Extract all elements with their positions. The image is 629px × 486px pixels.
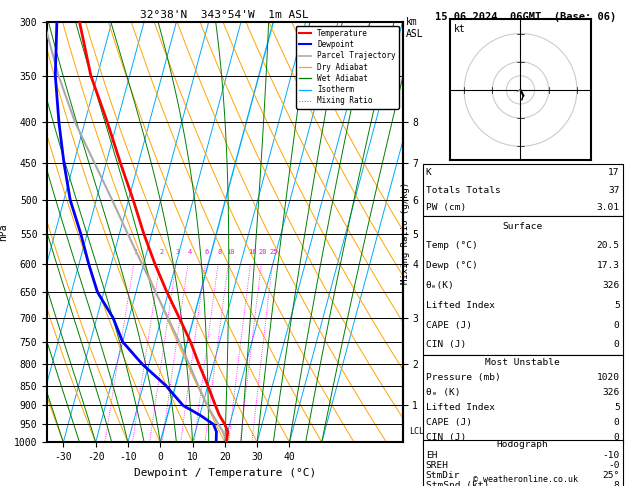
Text: 5: 5	[614, 301, 620, 310]
Text: 1: 1	[133, 249, 138, 255]
Text: 25°: 25°	[603, 471, 620, 480]
Text: EH: EH	[426, 451, 437, 460]
Text: StmSpd (kt): StmSpd (kt)	[426, 481, 489, 486]
Text: 3.01: 3.01	[596, 203, 620, 212]
Text: 4: 4	[187, 249, 192, 255]
Text: 16: 16	[248, 249, 256, 255]
Text: 6: 6	[205, 249, 209, 255]
Text: CAPE (J): CAPE (J)	[426, 417, 472, 427]
Text: StmDir: StmDir	[426, 471, 460, 480]
Text: 326: 326	[603, 281, 620, 290]
Text: 17.3: 17.3	[596, 261, 620, 270]
Text: 0: 0	[614, 340, 620, 349]
Text: 0: 0	[614, 417, 620, 427]
Text: 20.5: 20.5	[596, 242, 620, 250]
Text: Totals Totals: Totals Totals	[426, 186, 501, 194]
Text: 0: 0	[614, 433, 620, 442]
Text: 8: 8	[218, 249, 222, 255]
Text: 326: 326	[603, 388, 620, 397]
Text: 15.06.2024  06GMT  (Base: 06): 15.06.2024 06GMT (Base: 06)	[435, 12, 616, 22]
Text: 8: 8	[614, 481, 620, 486]
Text: -0: -0	[608, 461, 620, 470]
Text: θₑ(K): θₑ(K)	[426, 281, 455, 290]
Text: Lifted Index: Lifted Index	[426, 403, 495, 412]
Text: Mixing Ratio (g/kg): Mixing Ratio (g/kg)	[401, 182, 410, 284]
Text: 5: 5	[614, 403, 620, 412]
Text: © weatheronline.co.uk: © weatheronline.co.uk	[473, 474, 577, 484]
Text: SREH: SREH	[426, 461, 449, 470]
Text: Most Unstable: Most Unstable	[486, 358, 560, 367]
Text: 3: 3	[175, 249, 180, 255]
Text: 25: 25	[270, 249, 278, 255]
Text: 37: 37	[608, 186, 620, 194]
Text: 2: 2	[160, 249, 164, 255]
X-axis label: Dewpoint / Temperature (°C): Dewpoint / Temperature (°C)	[134, 468, 316, 478]
Text: kt: kt	[454, 24, 466, 34]
Text: km
ASL: km ASL	[406, 17, 423, 38]
Title: 32°38'N  343°54'W  1m ASL: 32°38'N 343°54'W 1m ASL	[140, 10, 309, 20]
Y-axis label: hPa: hPa	[0, 223, 8, 241]
Text: 1020: 1020	[596, 373, 620, 382]
Text: Dewp (°C): Dewp (°C)	[426, 261, 477, 270]
Text: -10: -10	[603, 451, 620, 460]
Text: CIN (J): CIN (J)	[426, 433, 466, 442]
Text: Pressure (mb): Pressure (mb)	[426, 373, 501, 382]
Text: Surface: Surface	[503, 222, 543, 231]
Text: Lifted Index: Lifted Index	[426, 301, 495, 310]
Text: CIN (J): CIN (J)	[426, 340, 466, 349]
Text: 0: 0	[614, 321, 620, 330]
Text: PW (cm): PW (cm)	[426, 203, 466, 212]
Text: CAPE (J): CAPE (J)	[426, 321, 472, 330]
Text: Temp (°C): Temp (°C)	[426, 242, 477, 250]
Text: 20: 20	[259, 249, 267, 255]
Text: 17: 17	[608, 168, 620, 177]
Text: K: K	[426, 168, 431, 177]
Legend: Temperature, Dewpoint, Parcel Trajectory, Dry Adiabat, Wet Adiabat, Isotherm, Mi: Temperature, Dewpoint, Parcel Trajectory…	[296, 26, 399, 108]
Text: θₑ (K): θₑ (K)	[426, 388, 460, 397]
Text: 10: 10	[226, 249, 234, 255]
Text: LCL: LCL	[409, 427, 425, 436]
Text: Hodograph: Hodograph	[497, 440, 548, 450]
